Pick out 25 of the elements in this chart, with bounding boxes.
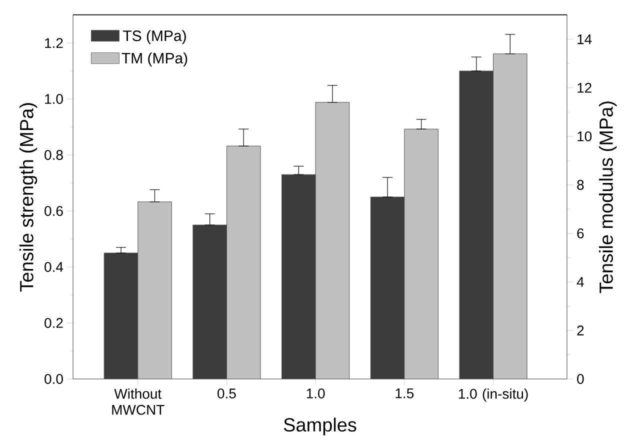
y-axis-title: Tensile strength (MPa): [19, 103, 38, 292]
y-tick-label: 0.2: [44, 318, 63, 328]
y-tick-label: 0.6: [44, 206, 63, 216]
x-tick-label: Without MWCNT: [112, 388, 164, 415]
x-tick-label: 1.5: [396, 388, 414, 398]
legend-label: TS (MPa): [123, 30, 186, 44]
y-tick-label: 0.4: [44, 262, 64, 272]
y-tick-label: 1.2: [45, 38, 63, 48]
x-tick-label: 1.0 (in-situ): [458, 388, 528, 402]
y2-tick-label: 4: [576, 277, 584, 287]
y-tick-label: 1.0: [45, 94, 63, 104]
y2-tick-label: 8: [577, 180, 584, 190]
y2-tick-label: 6: [577, 228, 584, 238]
y-tick-label: 0.8: [44, 150, 63, 160]
y2-tick-label: 14: [578, 34, 592, 44]
x-tick-label: 0.5: [218, 388, 236, 398]
y-tick-label: 0.0: [44, 374, 63, 384]
y2-tick-label: 0: [577, 374, 584, 384]
x-axis-title: Samples: [284, 418, 356, 436]
y2-tick-label: 10: [578, 131, 592, 142]
y2-tick-label: 12: [578, 82, 592, 93]
y2-axis-title: Tensile modulus (MPa): [598, 102, 617, 294]
legend-label: TM (MPa): [122, 52, 188, 66]
x-tick-label: 1.0: [306, 388, 325, 398]
y2-tick-label: 2: [577, 326, 584, 336]
